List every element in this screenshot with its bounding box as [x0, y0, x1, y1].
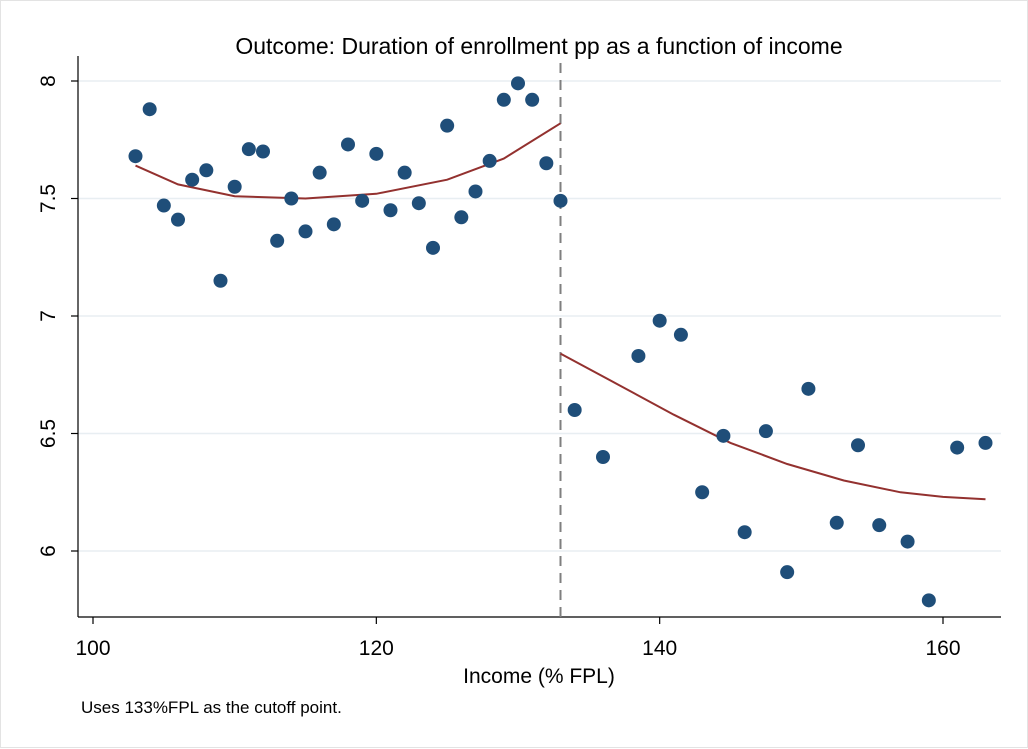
data-point [341, 137, 355, 152]
data-point [673, 327, 688, 342]
data-point [851, 438, 865, 453]
x-tick-label: 120 [359, 637, 394, 660]
data-point [326, 217, 341, 232]
data-point [525, 92, 540, 107]
data-point [468, 184, 483, 199]
chart-note: Uses 133%FPL as the cutoff point. [81, 698, 342, 717]
data-point [142, 102, 157, 117]
data-point [872, 518, 887, 533]
data-point [695, 485, 710, 500]
data-point [539, 156, 554, 171]
y-tick-label: 7.5 [37, 184, 60, 213]
data-point [900, 534, 915, 549]
data-point [596, 450, 610, 464]
data-point [737, 525, 752, 540]
data-point [199, 163, 214, 178]
data-point [227, 179, 242, 194]
data-point [801, 381, 816, 396]
data-point [355, 193, 370, 208]
x-tick-label: 160 [925, 637, 960, 660]
data-point [829, 515, 844, 530]
data-point [369, 146, 384, 161]
data-point [171, 212, 185, 227]
data-point [270, 233, 285, 248]
data-point [921, 593, 936, 608]
data-point [950, 440, 965, 455]
data-point [780, 565, 795, 580]
y-tick-label: 6.5 [37, 419, 60, 448]
data-point [241, 142, 256, 157]
data-point [426, 240, 440, 255]
data-point [156, 198, 171, 213]
data-point [567, 403, 582, 417]
data-point [397, 165, 412, 180]
chart-title: Outcome: Duration of enrollment pp as a … [235, 33, 842, 59]
y-tick-label: 6 [37, 545, 60, 557]
x-tick-label: 140 [642, 637, 677, 660]
data-point [185, 172, 200, 187]
x-ticks: 100 120 140 160 [75, 617, 961, 660]
data-point [758, 424, 773, 439]
data-point [213, 273, 228, 288]
fit-left-curve [135, 122, 562, 200]
x-axis-label: Income (% FPL) [463, 665, 615, 688]
data-point [383, 203, 398, 218]
y-ticks: 6 6.5 7 7.5 8 [37, 75, 78, 557]
data-point [454, 210, 469, 225]
data-points [128, 76, 993, 608]
y-tick-label: 7 [37, 310, 60, 322]
data-point [482, 153, 497, 168]
y-tick-label: 8 [37, 75, 60, 87]
data-point [298, 224, 313, 239]
data-point [496, 92, 511, 107]
axes [77, 56, 1001, 618]
data-point [631, 348, 646, 363]
data-point [256, 144, 270, 159]
data-point [312, 165, 327, 180]
data-point [511, 76, 525, 91]
grid-lines [78, 80, 1001, 552]
data-point [553, 193, 568, 208]
data-point [284, 191, 299, 206]
data-point [716, 428, 731, 443]
fit-right-curve [560, 352, 986, 501]
data-point [440, 118, 455, 133]
x-tick-label: 100 [75, 637, 110, 660]
data-point [978, 435, 993, 450]
data-point [411, 196, 426, 211]
data-point [652, 313, 667, 328]
data-point [128, 149, 143, 164]
